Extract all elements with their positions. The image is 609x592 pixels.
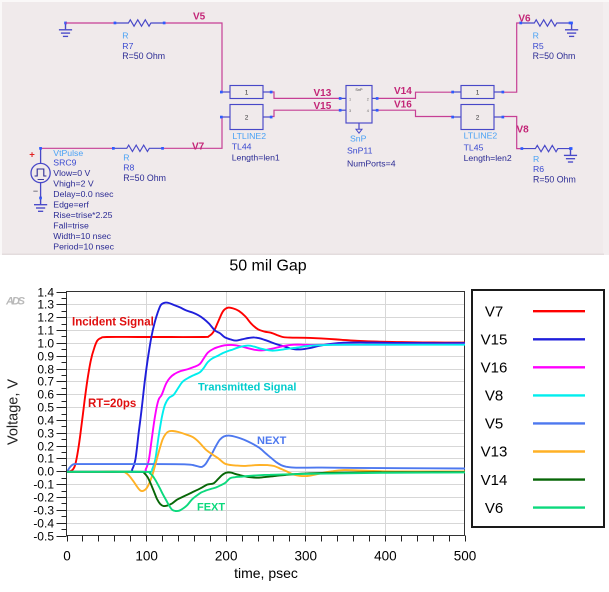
svg-text:1.2: 1.2 xyxy=(37,311,54,325)
svg-text:100: 100 xyxy=(135,549,158,564)
svg-text:time, psec: time, psec xyxy=(234,565,298,581)
svg-text:Length=len2: Length=len2 xyxy=(464,153,512,163)
svg-text:R: R xyxy=(533,31,539,41)
svg-text:-0.2: -0.2 xyxy=(33,491,54,505)
svg-text:R8: R8 xyxy=(123,163,134,173)
svg-text:ADS: ADS xyxy=(5,296,26,308)
svg-text:-0.3: -0.3 xyxy=(33,504,54,518)
svg-text:V8: V8 xyxy=(517,125,530,136)
svg-text:VtPulse: VtPulse xyxy=(53,148,83,158)
svg-text:R=50 Ohm: R=50 Ohm xyxy=(122,51,165,61)
svg-text:NumPorts=4: NumPorts=4 xyxy=(347,158,396,168)
svg-text:0.5: 0.5 xyxy=(37,401,54,415)
svg-text:V5: V5 xyxy=(485,416,503,433)
svg-text:R: R xyxy=(122,31,128,41)
svg-text:TL44: TL44 xyxy=(232,142,252,152)
svg-text:R5: R5 xyxy=(533,41,544,51)
svg-text:-0.5: -0.5 xyxy=(33,530,54,544)
svg-text:R: R xyxy=(123,153,129,163)
svg-text:1: 1 xyxy=(245,89,249,96)
svg-text:0.9: 0.9 xyxy=(37,350,54,364)
svg-text:V13: V13 xyxy=(314,88,332,99)
svg-text:R7: R7 xyxy=(122,41,133,51)
svg-text:V7: V7 xyxy=(485,303,503,320)
svg-text:V14: V14 xyxy=(394,86,412,97)
svg-text:0.2: 0.2 xyxy=(37,440,54,454)
svg-text:Length=len1: Length=len1 xyxy=(232,153,280,163)
svg-text:-0.4: -0.4 xyxy=(33,517,54,531)
svg-text:0.6: 0.6 xyxy=(37,388,54,402)
svg-text:200: 200 xyxy=(215,549,238,564)
svg-text:Period=10 nsec: Period=10 nsec xyxy=(53,241,114,251)
svg-text:Fall=trise: Fall=trise xyxy=(53,220,89,230)
svg-text:V6: V6 xyxy=(485,500,503,517)
svg-text:1.1: 1.1 xyxy=(37,324,54,338)
svg-text:V16: V16 xyxy=(481,360,508,377)
svg-text:400: 400 xyxy=(374,549,397,564)
svg-text:3: 3 xyxy=(349,109,351,113)
svg-text:1.4: 1.4 xyxy=(37,286,54,300)
svg-text:0.4: 0.4 xyxy=(37,414,54,428)
svg-text:0.8: 0.8 xyxy=(37,363,54,377)
svg-text:Transmitted Signal: Transmitted Signal xyxy=(198,382,296,394)
svg-text:LTLINE2: LTLINE2 xyxy=(464,131,498,141)
svg-text:FEXT: FEXT xyxy=(197,502,225,514)
svg-text:R=50 Ohm: R=50 Ohm xyxy=(533,174,576,184)
svg-text:V13: V13 xyxy=(481,444,508,461)
svg-text:R=50 Ohm: R=50 Ohm xyxy=(533,51,576,61)
svg-text:NEXT: NEXT xyxy=(257,435,287,447)
svg-text:+: + xyxy=(29,150,35,161)
svg-text:1: 1 xyxy=(349,97,351,101)
svg-text:1.3: 1.3 xyxy=(37,298,54,312)
svg-text:0.7: 0.7 xyxy=(37,375,54,389)
svg-text:300: 300 xyxy=(295,549,318,564)
svg-text:R6: R6 xyxy=(533,164,544,174)
svg-text:50 mil Gap: 50 mil Gap xyxy=(229,258,306,275)
svg-text:V5: V5 xyxy=(193,12,206,23)
svg-text:SnP11: SnP11 xyxy=(347,146,373,156)
svg-text:2: 2 xyxy=(476,114,480,121)
svg-text:Edge=erf: Edge=erf xyxy=(53,200,89,210)
svg-text:Width=10 nsec: Width=10 nsec xyxy=(53,231,111,241)
svg-text:Delay=0.0 nsec: Delay=0.0 nsec xyxy=(53,189,114,199)
svg-text:Vhigh=2 V: Vhigh=2 V xyxy=(53,179,94,189)
svg-text:500: 500 xyxy=(454,549,477,564)
svg-text:Voltage, V: Voltage, V xyxy=(6,379,22,445)
svg-text:-0.1: -0.1 xyxy=(33,478,54,492)
svg-text:V15: V15 xyxy=(314,101,332,112)
svg-text:Incident Signal: Incident Signal xyxy=(72,317,154,329)
svg-text:V14: V14 xyxy=(481,472,508,489)
svg-text:1.0: 1.0 xyxy=(37,337,54,351)
svg-text:4: 4 xyxy=(367,109,369,113)
svg-text:V15: V15 xyxy=(481,332,508,349)
svg-text:RT=20ps: RT=20ps xyxy=(88,398,136,410)
svg-text:SnP: SnP xyxy=(355,88,363,92)
svg-text:V7: V7 xyxy=(192,142,205,153)
svg-text:0.3: 0.3 xyxy=(37,427,54,441)
svg-text:R=50 Ohm: R=50 Ohm xyxy=(123,173,166,183)
svg-text:0: 0 xyxy=(63,549,71,564)
svg-text:SRC9: SRC9 xyxy=(53,157,76,167)
svg-text:Vlow=0 V: Vlow=0 V xyxy=(53,168,90,178)
svg-text:2: 2 xyxy=(367,97,369,101)
svg-text:V8: V8 xyxy=(485,388,503,405)
svg-text:LTLINE2: LTLINE2 xyxy=(232,131,266,141)
svg-text:2: 2 xyxy=(245,114,249,121)
svg-text:Rise=trise*2.25: Rise=trise*2.25 xyxy=(53,210,112,220)
svg-text:V6: V6 xyxy=(518,13,531,24)
svg-text:0.0: 0.0 xyxy=(37,465,54,479)
svg-text:V16: V16 xyxy=(394,99,412,110)
svg-text:−: − xyxy=(33,186,38,196)
svg-text:R: R xyxy=(533,154,539,164)
svg-text:TL45: TL45 xyxy=(464,143,484,153)
svg-text:1: 1 xyxy=(476,89,480,96)
svg-text:0.1: 0.1 xyxy=(37,452,54,466)
svg-text:SnP: SnP xyxy=(350,133,367,143)
